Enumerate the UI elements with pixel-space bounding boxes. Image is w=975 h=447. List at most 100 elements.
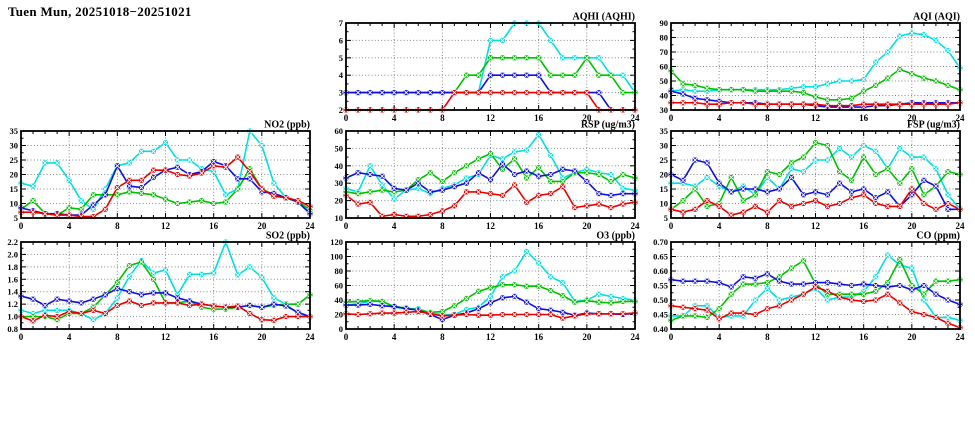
svg-text:90: 90 — [660, 18, 669, 28]
svg-text:0.70: 0.70 — [653, 237, 668, 247]
svg-text:80: 80 — [335, 266, 344, 276]
svg-text:0: 0 — [344, 221, 349, 231]
svg-text:12: 12 — [161, 332, 171, 342]
axis-labels: 0 4 8 12 16 20 24 2 3 4 5 6 7 — [339, 18, 640, 123]
svg-text:35: 35 — [660, 126, 669, 136]
chart-rsp: 0 4 8 12 16 20 24 10 20 30 40 50 60 RSP (ug/m3) — [335, 120, 641, 232]
svg-text:7: 7 — [339, 18, 344, 28]
svg-text:4: 4 — [392, 221, 397, 231]
svg-text:12: 12 — [811, 332, 821, 342]
chart-so2: 0 4 8 12 16 20 24 0.8 1.0 1.2 1.4 1.6 1.8 2.0 2.2 SO2 (… — [7, 231, 315, 343]
svg-text:20: 20 — [907, 332, 917, 342]
svg-text:0.40: 0.40 — [653, 324, 668, 334]
svg-text:25: 25 — [660, 155, 669, 165]
svg-text:8: 8 — [115, 221, 120, 231]
svg-text:20: 20 — [335, 196, 344, 206]
chart-title-aqi: AQI (AQI) — [913, 12, 960, 23]
plot-border — [670, 130, 961, 219]
chart-aqi: 0 4 8 12 16 20 24 30 40 50 60 70 80 90 AQI (AQI) — [660, 12, 966, 124]
svg-text:20: 20 — [10, 170, 19, 180]
svg-text:30: 30 — [10, 141, 19, 151]
svg-text:20: 20 — [335, 310, 344, 320]
svg-text:40: 40 — [335, 295, 344, 305]
axis-labels: 0 4 8 12 16 20 24 0.8 1.0 1.2 1.4 1.6 1.8 2.0 2.2 — [7, 237, 315, 342]
axis-labels: 0 4 8 12 16 20 24 5 10 15 20 25 30 35 — [660, 126, 966, 231]
svg-text:20: 20 — [907, 221, 917, 231]
series-blue — [668, 271, 963, 308]
svg-text:1.2: 1.2 — [7, 299, 18, 309]
svg-text:4: 4 — [717, 113, 722, 123]
svg-text:2: 2 — [339, 105, 343, 115]
svg-text:120: 120 — [330, 237, 343, 247]
svg-text:1.8: 1.8 — [7, 262, 18, 272]
svg-text:20: 20 — [582, 221, 592, 231]
svg-text:8: 8 — [440, 332, 445, 342]
series-red — [668, 284, 963, 331]
svg-text:8: 8 — [115, 332, 120, 342]
chart-title-co: CO (ppm) — [916, 231, 960, 242]
svg-text:8: 8 — [765, 332, 770, 342]
svg-text:70: 70 — [660, 47, 669, 57]
svg-text:24: 24 — [956, 221, 966, 231]
svg-text:16: 16 — [534, 332, 544, 342]
svg-text:8: 8 — [765, 221, 770, 231]
svg-text:60: 60 — [335, 281, 344, 291]
chart-title-fsp: FSP (ug/m3) — [907, 120, 960, 131]
svg-text:0: 0 — [344, 332, 349, 342]
svg-text:0: 0 — [19, 332, 24, 342]
svg-text:20: 20 — [257, 332, 267, 342]
svg-text:80: 80 — [660, 33, 669, 43]
svg-text:16: 16 — [859, 221, 869, 231]
chart-no2: 0 4 8 12 16 20 24 5 10 15 20 25 30 35 NO2 (ppb) — [10, 120, 316, 232]
chart-o3: 0 4 8 12 16 20 24 0 20 40 60 80 100 120 O3 (ppb) — [330, 231, 640, 343]
svg-text:50: 50 — [660, 76, 669, 86]
svg-text:8: 8 — [765, 113, 770, 123]
svg-text:3: 3 — [339, 88, 343, 98]
series-blue — [18, 285, 313, 320]
svg-text:0: 0 — [19, 221, 24, 231]
plot-border — [345, 22, 636, 111]
plot-border — [20, 130, 311, 219]
chart-co: 0 4 8 12 16 20 24 0.40 0.45 0.50 0.55 0.60 0.65 0.70 C… — [653, 231, 965, 343]
svg-text:0: 0 — [669, 113, 674, 123]
series-red — [18, 154, 313, 220]
chart-fsp: 0 4 8 12 16 20 24 5 10 15 20 25 30 35 FSP (ug/m3) — [660, 120, 966, 232]
svg-text:8: 8 — [440, 221, 445, 231]
svg-text:4: 4 — [339, 70, 344, 80]
svg-text:0: 0 — [344, 113, 349, 123]
axis-labels: 0 4 8 12 16 20 24 10 20 30 40 50 60 — [335, 126, 641, 231]
svg-text:30: 30 — [660, 141, 669, 151]
svg-text:12: 12 — [811, 221, 821, 231]
svg-text:5: 5 — [339, 53, 343, 63]
svg-text:25: 25 — [10, 155, 19, 165]
svg-text:40: 40 — [660, 91, 669, 101]
svg-text:16: 16 — [209, 221, 219, 231]
svg-text:16: 16 — [534, 113, 544, 123]
plot-border — [670, 241, 961, 330]
svg-text:10: 10 — [10, 199, 19, 209]
series-red — [18, 298, 313, 324]
svg-text:0: 0 — [669, 332, 674, 342]
svg-text:16: 16 — [534, 221, 544, 231]
svg-text:12: 12 — [486, 221, 496, 231]
svg-text:4: 4 — [67, 332, 72, 342]
svg-text:12: 12 — [161, 221, 171, 231]
svg-text:1.0: 1.0 — [7, 312, 18, 322]
svg-text:60: 60 — [335, 126, 344, 136]
svg-text:16: 16 — [859, 113, 869, 123]
svg-text:1.6: 1.6 — [7, 274, 18, 284]
svg-text:0.45: 0.45 — [653, 310, 668, 320]
svg-text:35: 35 — [10, 126, 19, 136]
svg-text:12: 12 — [811, 113, 821, 123]
svg-text:4: 4 — [717, 332, 722, 342]
svg-text:60: 60 — [660, 62, 669, 72]
svg-text:16: 16 — [859, 332, 869, 342]
svg-text:8: 8 — [440, 113, 445, 123]
svg-text:0.60: 0.60 — [653, 266, 668, 276]
series-blue — [343, 161, 638, 199]
svg-text:24: 24 — [306, 332, 316, 342]
svg-text:40: 40 — [335, 161, 344, 171]
svg-text:4: 4 — [717, 221, 722, 231]
grid — [346, 23, 635, 110]
svg-text:0.65: 0.65 — [653, 252, 668, 262]
